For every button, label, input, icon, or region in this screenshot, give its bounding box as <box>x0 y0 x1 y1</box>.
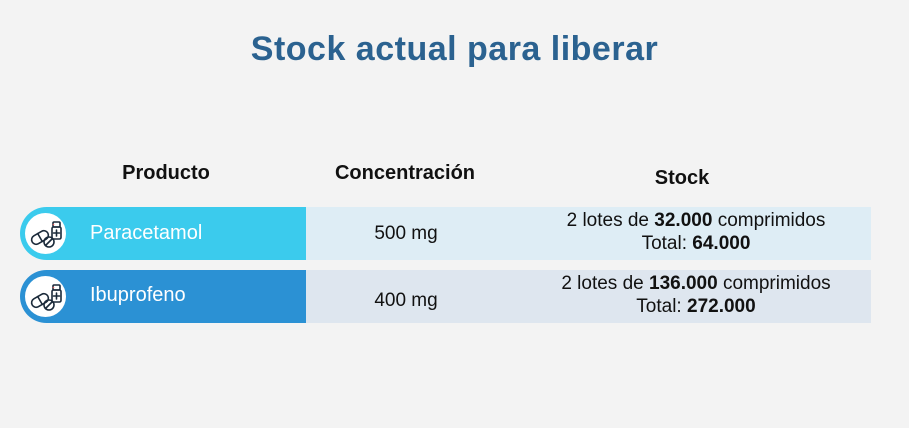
page-title: Stock actual para liberar <box>250 30 659 68</box>
column-header-concentration: Concentración <box>334 162 476 184</box>
stock-total-line: Total: 64.000 <box>506 232 886 255</box>
total-value: 272.000 <box>687 296 756 317</box>
lots-prefix: 2 lotes de <box>566 210 649 231</box>
product-cell: Ibuprofeno <box>20 270 306 323</box>
stock-lots-line: 2 lotes de 32.000 comprimidos <box>506 209 886 232</box>
total-value: 64.000 <box>692 233 751 254</box>
lots-suffix: comprimidos <box>722 273 831 294</box>
table-row: Paracetamol 500 mg 2 lotes de 32.000 com… <box>20 207 871 260</box>
lots-prefix: 2 lotes de <box>561 273 644 294</box>
product-cell: Paracetamol <box>20 207 306 260</box>
total-label: Total: <box>641 233 687 254</box>
total-label: Total: <box>636 296 682 317</box>
product-name: Ibuprofeno <box>90 284 186 306</box>
table-row: Ibuprofeno 400 mg 2 lotes de 136.000 com… <box>20 270 871 323</box>
concentration-cell: 500 mg <box>306 207 506 260</box>
lot-amount: 136.000 <box>649 273 718 294</box>
pills-medicine-icon <box>25 213 66 254</box>
stock-cell: 2 lotes de 32.000 comprimidos Total: 64.… <box>506 207 871 260</box>
product-name: Paracetamol <box>90 222 203 244</box>
stock-cell: 2 lotes de 136.000 comprimidos Total: 27… <box>506 270 871 323</box>
lots-suffix: comprimidos <box>717 210 826 231</box>
column-header-product: Producto <box>122 162 210 184</box>
concentration-cell: 400 mg <box>306 270 506 323</box>
stock-total-line: Total: 272.000 <box>506 295 886 318</box>
concentration-value: 500 mg <box>374 223 438 244</box>
lot-amount: 32.000 <box>654 210 713 231</box>
concentration-value: 400 mg <box>374 290 438 311</box>
column-header-stock: Stock <box>654 167 710 189</box>
pills-medicine-icon <box>25 276 66 317</box>
stock-lots-line: 2 lotes de 136.000 comprimidos <box>506 272 886 295</box>
